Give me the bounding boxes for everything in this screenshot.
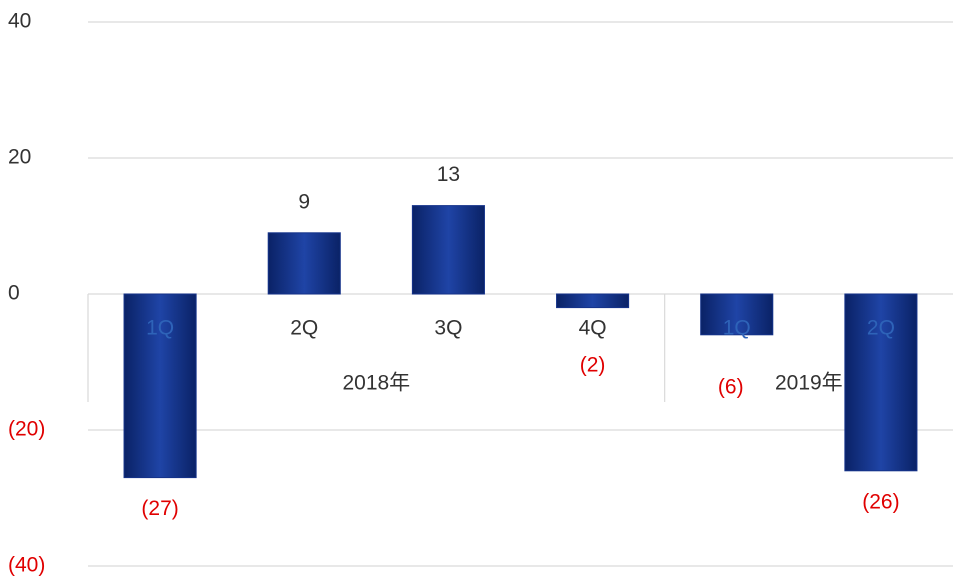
x-tick-label: 1Q: [723, 317, 751, 340]
x-tick-label: 4Q: [579, 317, 607, 340]
value-label: 13: [437, 163, 460, 186]
y-tick-label: 0: [8, 282, 20, 305]
bar: [123, 293, 197, 479]
group-label: 2019年: [775, 372, 843, 395]
group-label: 2018年: [342, 372, 410, 395]
value-label: 9: [298, 190, 310, 213]
bar: [556, 293, 630, 309]
bar: [700, 293, 774, 336]
x-tick-label: 1Q: [146, 317, 174, 340]
bar: [411, 205, 485, 295]
x-tick-label: 3Q: [434, 317, 462, 340]
y-tick-label: 40: [8, 10, 31, 33]
x-tick-label: 2Q: [867, 317, 895, 340]
value-label: (2): [580, 354, 606, 377]
bar: [267, 232, 341, 295]
y-tick-label: (40): [8, 554, 45, 577]
value-label: (27): [141, 497, 178, 520]
y-tick-label: (20): [8, 418, 45, 441]
y-tick-label: 20: [8, 146, 31, 169]
value-label: (26): [862, 490, 899, 513]
x-tick-label: 2Q: [290, 317, 318, 340]
bar: [844, 293, 918, 472]
value-label: (6): [718, 376, 744, 399]
